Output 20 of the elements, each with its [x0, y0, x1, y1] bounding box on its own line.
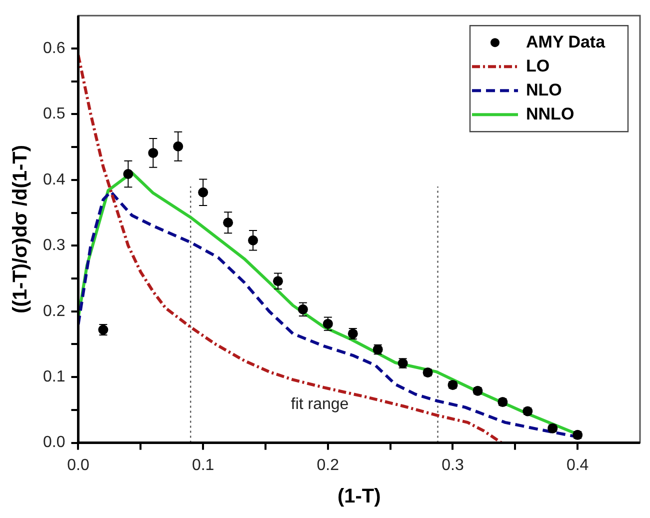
y-tick-label: 0.5	[42, 106, 66, 123]
annotation: fit range	[290, 396, 349, 414]
x-tick-label: 0.3	[442, 456, 464, 474]
y-tick-label: 0.6	[42, 40, 66, 57]
y-tick-label: 0.2	[42, 302, 66, 320]
x-tick-label: 0.0	[67, 456, 90, 474]
x-tick-label: 0.2	[316, 456, 340, 474]
y-tick-label: 0.4	[42, 171, 66, 188]
line-series	[78, 54, 503, 443]
legend-label: NNLO	[526, 104, 574, 124]
y-axis-title: ((1-T)/σ)dσ /d(1-T)	[10, 144, 32, 314]
y-tick-label: 0.1	[42, 368, 66, 386]
x-tick-label: 0.1	[192, 456, 214, 474]
legend-label: LO	[526, 56, 550, 76]
legend-label: NLO	[526, 80, 562, 100]
legend-label: AMY Data	[526, 32, 606, 52]
y-tick-label: 0.0	[42, 434, 66, 452]
x-axis-title: (1-T)	[337, 486, 381, 508]
x-tick-label: 0.4	[566, 456, 589, 474]
y-tick-label: 0.3	[42, 237, 66, 254]
